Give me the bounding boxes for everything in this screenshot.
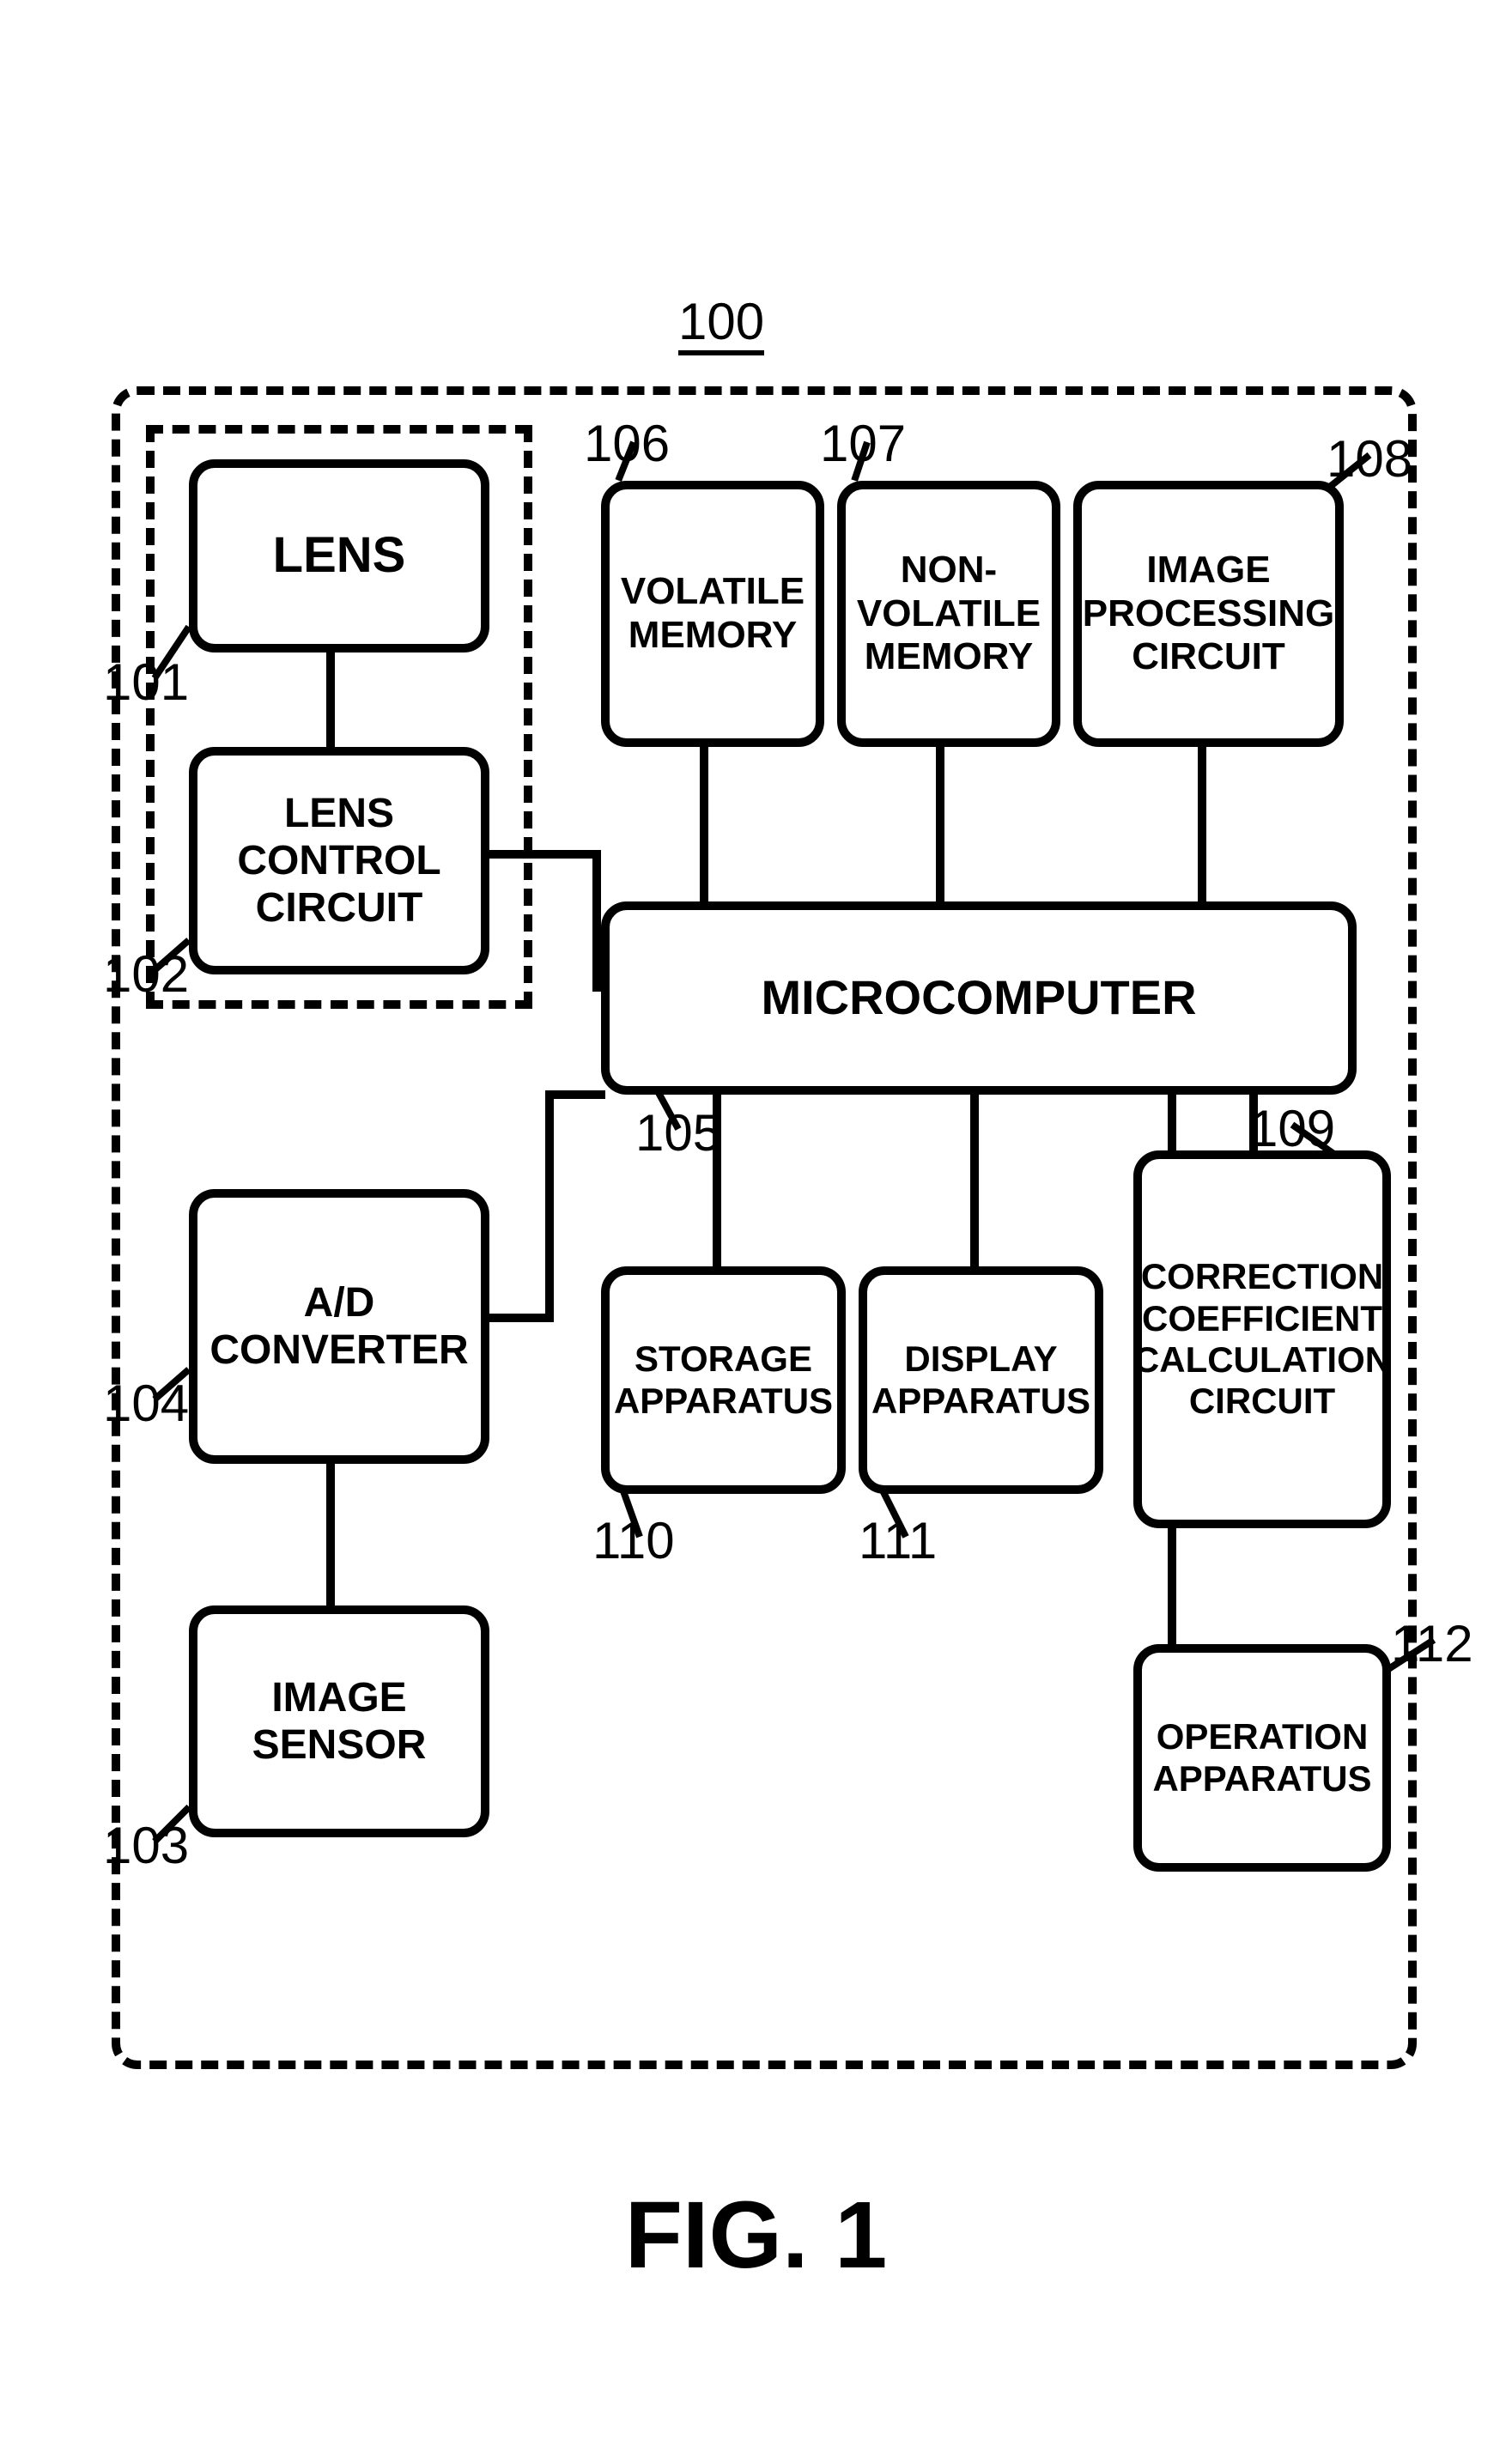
ref-112: 112	[1391, 1614, 1473, 1673]
ref-109: 109	[1249, 1099, 1335, 1158]
ref-110: 110	[592, 1511, 675, 1570]
block-vol-label: VOLATILEMEMORY	[621, 570, 805, 657]
connector-10	[1198, 730, 1206, 901]
ref-103: 103	[103, 1816, 189, 1875]
block-vol: VOLATILEMEMORY	[601, 481, 824, 747]
block-lens-label: LENS	[273, 527, 406, 585]
figure-title: FIG. 1	[0, 2181, 1512, 2290]
block-corr-label: CORRECTIONCOEFFICIENTCALCULATIONCIRCUIT	[1133, 1256, 1391, 1422]
connector-7	[326, 1447, 335, 1605]
block-sensor-label: IMAGESENSOR	[252, 1674, 427, 1769]
system-ref-underline	[678, 350, 764, 355]
connector-6	[545, 1090, 605, 1099]
block-corr: CORRECTIONCOEFFICIENTCALCULATIONCIRCUIT	[1133, 1150, 1391, 1528]
ref-106: 106	[584, 414, 670, 473]
block-img: IMAGEPROCESSINGCIRCUIT	[1073, 481, 1344, 747]
block-micro-label: MICROCOMPUTER	[761, 970, 1196, 1025]
diagram-canvas: 100 LENS LENSCONTROLCIRCUIT A/DCONVERTER IM…	[0, 0, 1512, 2440]
block-sensor: IMAGESENSOR	[189, 1605, 489, 1837]
block-store: STORAGEAPPARATUS	[601, 1266, 846, 1494]
ref-104: 104	[103, 1374, 189, 1433]
block-lens_ctrl: LENSCONTROLCIRCUIT	[189, 747, 489, 974]
block-disp: DISPLAYAPPARATUS	[859, 1266, 1103, 1494]
connector-2	[592, 850, 601, 983]
block-oper-label: OPERATIONAPPARATUS	[1152, 1716, 1371, 1800]
figure-title-text: FIG. 1	[625, 2182, 888, 2288]
ref-107: 107	[820, 414, 906, 473]
block-store-label: STORAGEAPPARATUS	[614, 1338, 833, 1422]
connector-9	[936, 730, 944, 901]
system-ref-text: 100	[678, 293, 764, 350]
block-img-label: IMAGEPROCESSINGCIRCUIT	[1083, 549, 1334, 679]
block-oper: OPERATIONAPPARATUS	[1133, 1644, 1391, 1872]
block-nvol: NON-VOLATILEMEMORY	[837, 481, 1060, 747]
ref-105: 105	[635, 1103, 721, 1162]
block-disp-label: DISPLAYAPPARATUS	[871, 1338, 1090, 1422]
connector-8	[700, 730, 708, 901]
ref-102: 102	[103, 944, 189, 1004]
ref-101: 101	[103, 652, 189, 712]
connector-5	[545, 1099, 554, 1322]
connector-3	[592, 983, 601, 992]
block-ad: A/DCONVERTER	[189, 1189, 489, 1464]
ref-111: 111	[859, 1511, 937, 1570]
block-nvol-label: NON-VOLATILEMEMORY	[857, 549, 1041, 679]
block-micro: MICROCOMPUTER	[601, 901, 1357, 1095]
connector-13	[970, 1077, 979, 1266]
connector-4	[481, 1314, 554, 1322]
system-ref-label: 100	[678, 292, 764, 351]
ref-108: 108	[1327, 429, 1412, 489]
block-lens_ctrl-label: LENSCONTROLCIRCUIT	[237, 790, 440, 932]
connector-1	[481, 850, 601, 859]
block-lens: LENS	[189, 459, 489, 652]
block-ad-label: A/DCONVERTER	[209, 1279, 468, 1374]
